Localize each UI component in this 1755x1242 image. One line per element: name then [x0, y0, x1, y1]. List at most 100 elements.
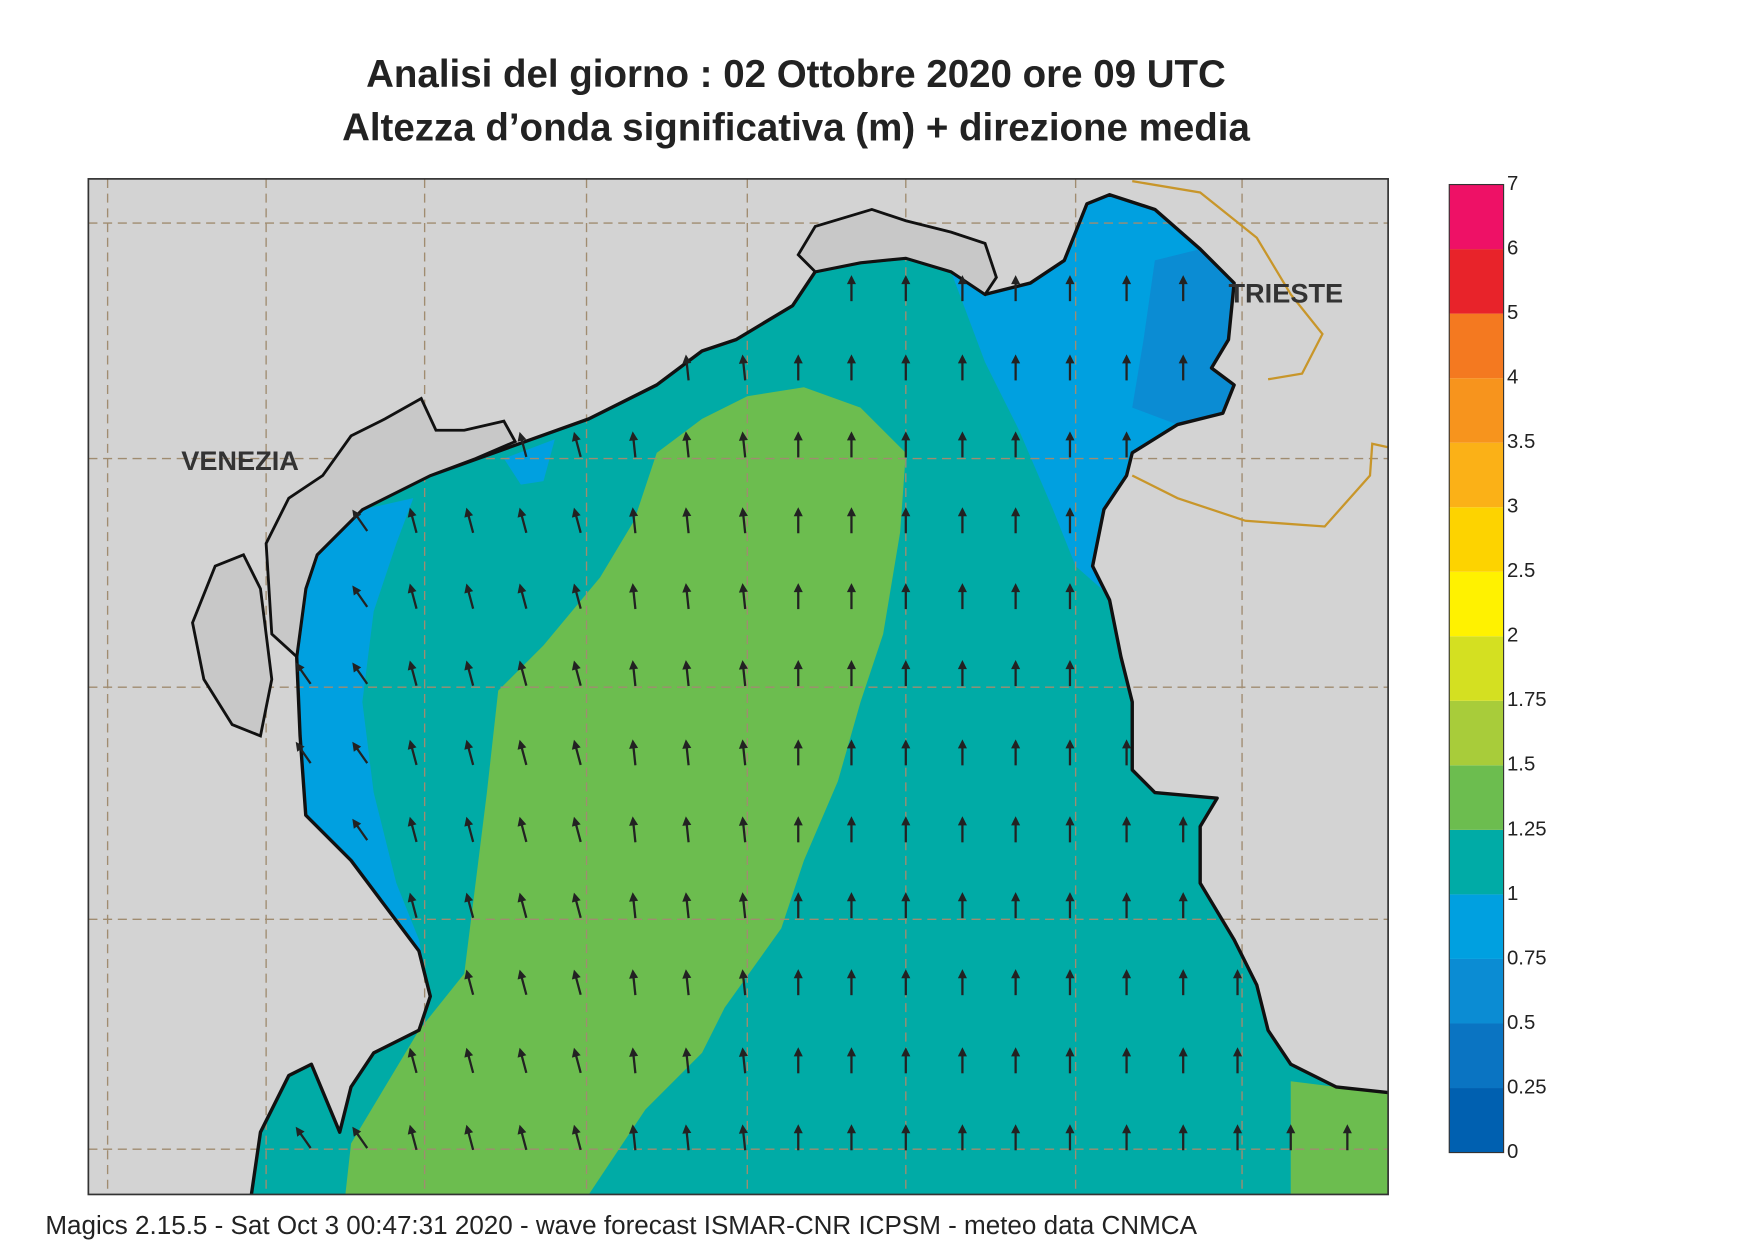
- arrow: [1011, 969, 1021, 996]
- arrow: [352, 509, 369, 532]
- arrow-head: [957, 1124, 967, 1134]
- arrow: [1233, 1124, 1243, 1151]
- arrow: [1178, 275, 1188, 302]
- title-line: Altezza d’onda significativa (m) + direz…: [342, 106, 1250, 149]
- colorbar-label: 1: [1507, 883, 1518, 905]
- arrow: [901, 660, 911, 687]
- arrow-head: [682, 892, 692, 902]
- colorbar-frame: [1448, 183, 1505, 1154]
- arrow: [295, 741, 312, 764]
- arrow-head: [464, 892, 474, 903]
- arrow: [1178, 892, 1188, 919]
- arrow: [295, 1126, 312, 1149]
- arrow: [1011, 583, 1021, 610]
- arrow: [464, 583, 475, 609]
- arrow-head: [629, 431, 639, 441]
- arrow-head: [738, 1124, 748, 1134]
- arrow-head: [1065, 354, 1075, 364]
- colorbar-segment: [1449, 1088, 1504, 1153]
- arrow-head: [957, 816, 967, 826]
- arrow-head: [793, 739, 803, 749]
- arrow: [738, 1124, 748, 1151]
- arrow-head: [901, 431, 911, 441]
- arrow-head: [517, 969, 527, 980]
- arrow: [957, 583, 967, 610]
- arrow-head: [571, 660, 581, 671]
- wave-zone: [296, 498, 431, 997]
- arrow: [407, 1047, 418, 1074]
- colorbar-segment: [1449, 1023, 1504, 1089]
- arrow: [738, 969, 748, 996]
- arrow-head: [846, 739, 856, 749]
- arrow: [629, 816, 639, 843]
- arrow-head: [682, 1124, 692, 1134]
- wave-zone: [1132, 249, 1235, 425]
- arrow: [846, 969, 856, 996]
- arrow-head: [1178, 354, 1188, 364]
- arrow-head: [629, 507, 639, 517]
- arrow-head: [1065, 1124, 1075, 1134]
- arrow: [1011, 1124, 1021, 1151]
- arrow-head: [738, 354, 748, 364]
- arrow-head: [738, 816, 748, 826]
- arrow-head: [1011, 431, 1021, 441]
- arrow-head: [846, 275, 856, 285]
- arrow: [407, 892, 418, 919]
- arrow-head: [571, 507, 581, 518]
- arrow-head: [846, 1047, 856, 1057]
- arrow: [352, 741, 369, 764]
- arrow-head: [957, 275, 967, 285]
- arrow: [629, 1047, 639, 1074]
- colorbar-label: 5: [1507, 302, 1518, 324]
- arrow: [793, 816, 803, 843]
- arrow: [793, 660, 803, 687]
- arrow-head: [1065, 431, 1075, 441]
- arrow: [682, 1047, 692, 1074]
- colorbar-label: 0: [1507, 1141, 1518, 1163]
- colorbar-label: 1.5: [1507, 754, 1535, 776]
- arrow-head: [957, 660, 967, 670]
- arrow: [682, 1124, 692, 1151]
- arrow: [846, 816, 856, 843]
- arrow: [1178, 1047, 1188, 1074]
- arrow-head: [738, 507, 748, 517]
- arrow: [901, 431, 911, 458]
- arrow: [738, 431, 748, 458]
- arrow-head: [901, 739, 911, 749]
- colorbar-label: 7: [1507, 173, 1518, 195]
- arrow: [957, 275, 967, 302]
- arrow: [901, 1047, 911, 1074]
- arrow: [957, 354, 967, 381]
- arrow-head: [352, 1126, 362, 1137]
- arrow: [571, 1047, 582, 1074]
- arrow: [957, 431, 967, 458]
- arrow-head: [846, 354, 856, 364]
- arrow: [571, 583, 582, 609]
- arrow: [295, 662, 312, 685]
- arrow: [629, 1124, 639, 1151]
- arrow-head: [682, 969, 692, 979]
- arrow: [1011, 816, 1021, 843]
- arrow: [846, 507, 856, 534]
- arrow-head: [793, 1047, 803, 1057]
- arrow: [682, 816, 692, 843]
- arrow-head: [571, 969, 581, 980]
- wave-zone: [503, 439, 555, 485]
- arrow-head: [407, 816, 417, 827]
- arrow-head: [629, 660, 639, 670]
- arrow-head: [957, 739, 967, 749]
- arrow: [571, 431, 582, 458]
- arrow: [1065, 275, 1075, 302]
- arrow: [846, 583, 856, 610]
- arrow: [738, 1047, 748, 1074]
- arrow: [682, 431, 692, 458]
- arrow: [1065, 1124, 1075, 1151]
- arrow-head: [464, 583, 474, 594]
- arrow-head: [793, 816, 803, 826]
- arrow: [629, 660, 639, 687]
- arrow: [738, 354, 748, 381]
- arrow: [629, 739, 639, 766]
- arrow-head: [901, 1047, 911, 1057]
- arrow: [901, 507, 911, 534]
- arrow-head: [1065, 507, 1075, 517]
